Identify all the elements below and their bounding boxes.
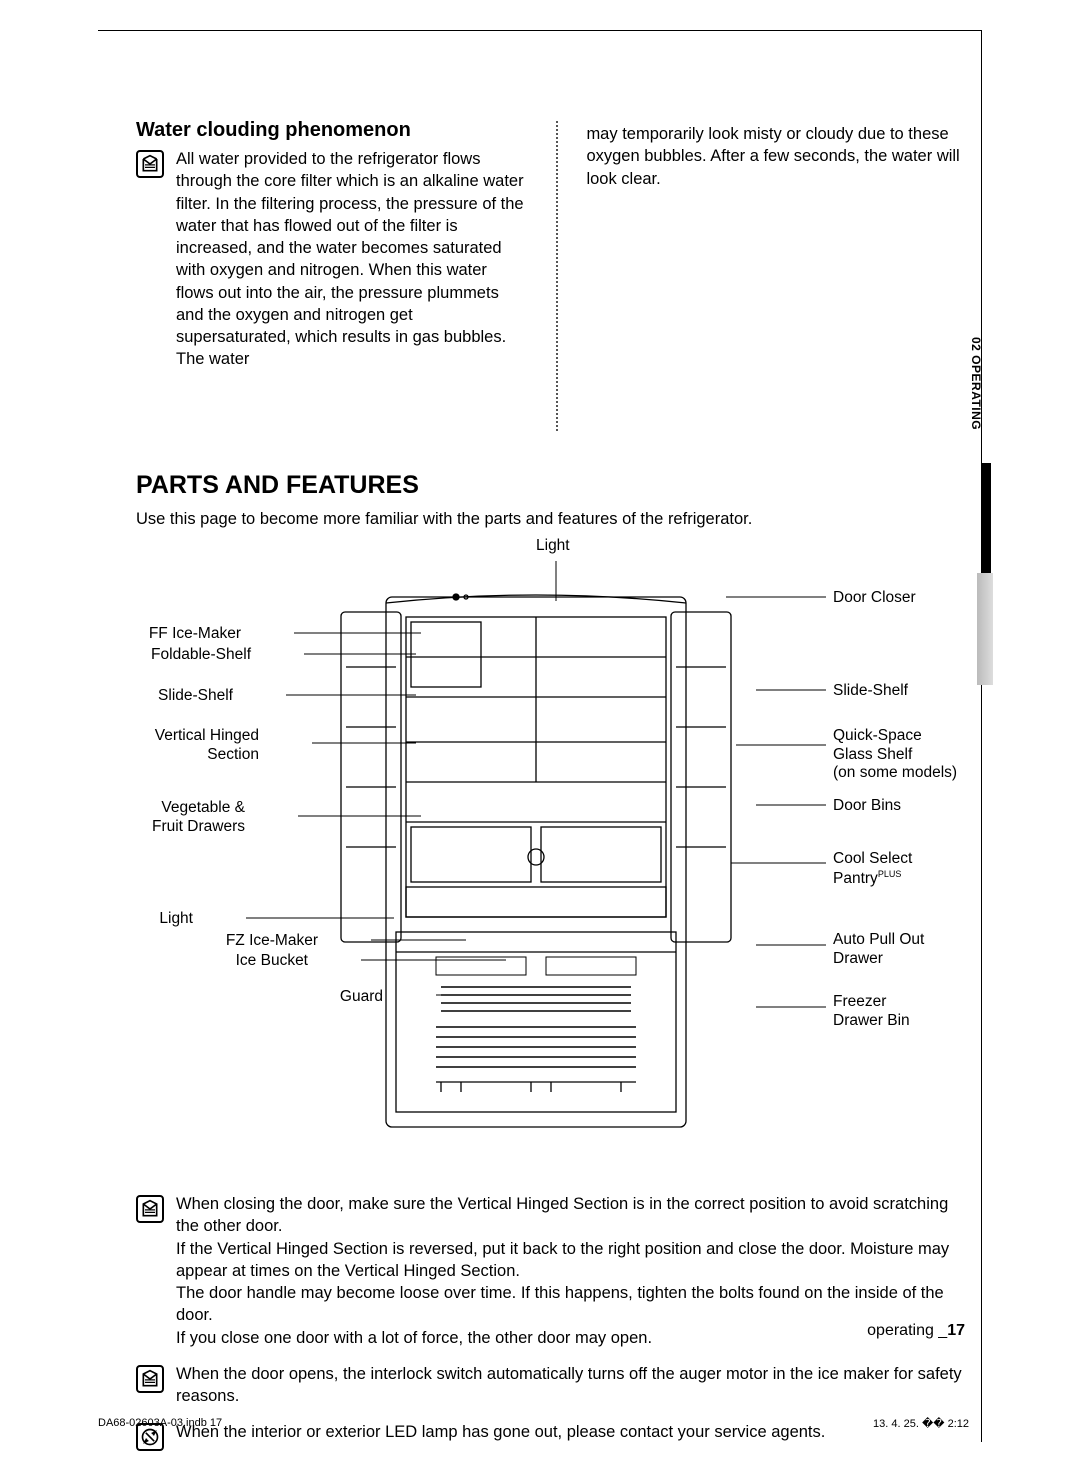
page-footer-label: operating _17 [867, 1322, 965, 1340]
doc-footer-left: DA68-02603A-03.indb 17 [98, 1417, 222, 1430]
label-plus: PLUS [878, 869, 902, 879]
footer-section: operating _ [867, 1322, 947, 1339]
parts-intro: Use this page to become more familiar wi… [136, 510, 971, 529]
note-icon [136, 1195, 164, 1223]
page-frame: 02 OPERATING Water clouding phenomenon A… [98, 30, 982, 1442]
column-divider [556, 121, 558, 431]
label-guard: Guard [340, 988, 383, 1007]
label-cool-select: Cool Select PantryPLUS [833, 850, 912, 888]
label-door-bins: Door Bins [833, 797, 901, 816]
label-door-closer: Door Closer [833, 589, 916, 608]
label-auto-pull: Auto Pull Out Drawer [833, 931, 924, 968]
doc-footer-right: 13. 4. 25. �� 2:12 [873, 1417, 969, 1430]
water-heading: Water clouding phenomenon [136, 119, 528, 142]
label-freezer-bin: Freezer Drawer Bin [833, 993, 910, 1030]
water-clouding-section: Water clouding phenomenon All water prov… [136, 119, 971, 431]
note-1: When closing the door, make sure the Ver… [136, 1193, 971, 1349]
label-slide-shelf-r: Slide-Shelf [833, 682, 908, 701]
note-2-text: When the door opens, the interlock switc… [176, 1363, 971, 1408]
water-text-right: may temporarily look misty or cloudy due… [586, 123, 971, 190]
label-slide-shelf-l: Slide-Shelf [158, 687, 233, 706]
label-ff-ice-maker: FF Ice-Maker [149, 625, 241, 644]
label-light-left: Light [159, 910, 193, 929]
label-fz-ice-maker: FZ Ice-Maker [226, 932, 318, 951]
fridge-illustration [286, 557, 786, 1157]
water-col-right: may temporarily look misty or cloudy due… [586, 119, 971, 431]
refrigerator-diagram: Light FF Ice-Maker Foldable-Shelf Slide-… [136, 535, 971, 1175]
label-foldable-shelf: Foldable-Shelf [151, 646, 251, 665]
label-quick-space: Quick-Space Glass Shelf (on some models) [833, 727, 957, 783]
note-1-text: When closing the door, make sure the Ver… [176, 1193, 971, 1349]
content-area: Water clouding phenomenon All water prov… [98, 31, 981, 1451]
label-light-top: Light [536, 537, 570, 556]
doc-footer: DA68-02603A-03.indb 17 13. 4. 25. �� 2:1… [98, 1417, 969, 1430]
note-2: When the door opens, the interlock switc… [136, 1363, 971, 1408]
label-vertical-hinged: Vertical Hinged Section [155, 727, 259, 764]
water-col-left: Water clouding phenomenon All water prov… [136, 119, 528, 431]
parts-heading: PARTS AND FEATURES [136, 471, 971, 500]
label-veg-fruit: Vegetable & Fruit Drawers [152, 799, 245, 836]
label-ice-bucket: Ice Bucket [236, 952, 308, 971]
note-icon [136, 1365, 164, 1393]
note-icon [136, 150, 164, 178]
water-text-left: All water provided to the refrigerator f… [176, 148, 528, 371]
side-tab-marker-black [981, 463, 991, 573]
water-note-row: All water provided to the refrigerator f… [136, 148, 528, 371]
footer-page: 17 [947, 1322, 965, 1339]
